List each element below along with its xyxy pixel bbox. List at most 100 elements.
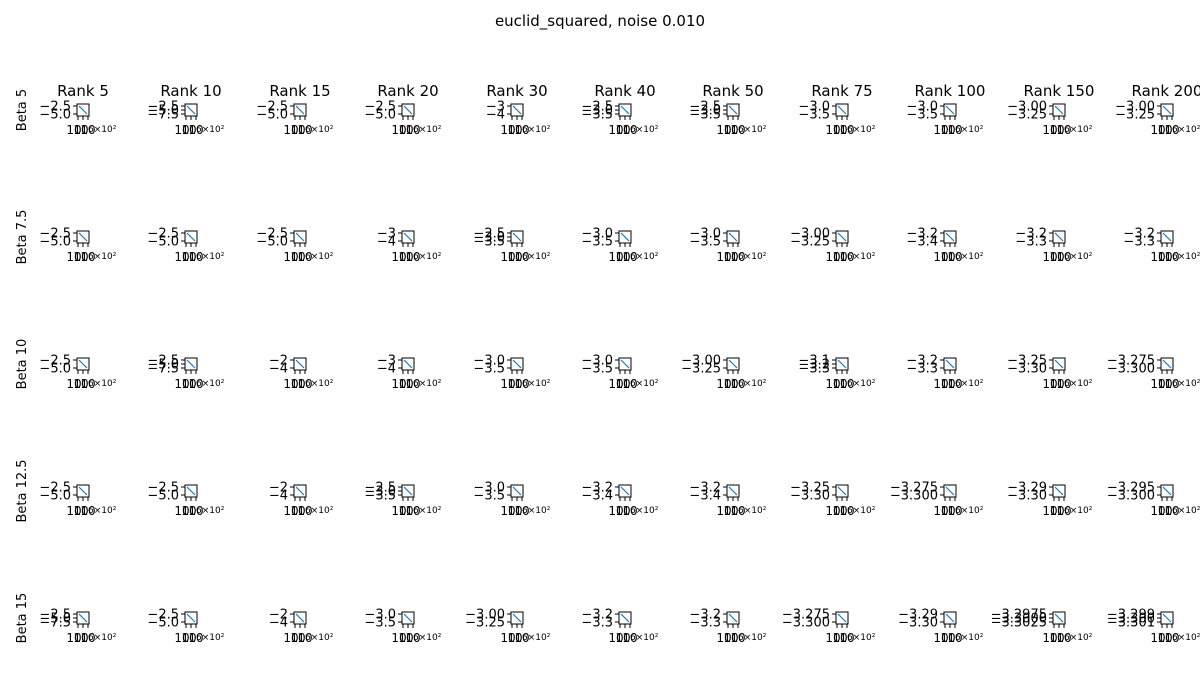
series-line: [186, 486, 196, 496]
x-tick-label: 10: [391, 377, 406, 391]
y-tick-label: −3.2: [798, 358, 830, 373]
x-tick-label: 10: [66, 250, 81, 264]
series-line: [945, 486, 955, 496]
x-tick-label: 10: [723, 504, 738, 518]
x-offset-label: 6×10²: [1172, 379, 1200, 389]
y-tick-label: −3.5: [364, 489, 396, 504]
series-line: [403, 359, 413, 369]
x-offset-label: 6×10²: [955, 379, 984, 389]
y-tick-label: −3.30: [1007, 489, 1047, 504]
y-tick-label: −2.5: [147, 608, 179, 623]
y-tick-label: −2.5: [147, 100, 179, 115]
x-tick-label: 10: [80, 123, 95, 137]
y-tick-label: −7.5: [147, 108, 179, 123]
x-tick-label: 10: [1049, 250, 1064, 264]
y-tick-label: −3.275: [782, 608, 830, 623]
x-offset-label: 6×10²: [847, 125, 876, 135]
x-tick-label: 10: [1164, 123, 1179, 137]
x-tick-label: 10: [1150, 631, 1165, 645]
series-line: [78, 613, 88, 623]
x-tick-label: 10: [290, 631, 305, 645]
y-tick-label: −3.5: [473, 235, 505, 250]
x-tick-label: 10: [398, 504, 413, 518]
x-tick-label: 10: [825, 504, 840, 518]
y-tick-label: −4: [377, 235, 396, 250]
y-tick-label: −4: [377, 362, 396, 377]
x-tick-label: 10: [615, 123, 630, 137]
y-tick-label: −3: [377, 354, 396, 369]
x-tick-label: 10: [283, 504, 298, 518]
series-line: [186, 232, 196, 242]
x-tick-label: 10: [839, 250, 854, 264]
series-line: [1162, 486, 1172, 496]
x-tick-label: 10: [825, 250, 840, 264]
x-offset-label: 6×10²: [847, 633, 876, 643]
x-tick-label: 10: [1042, 504, 1057, 518]
x-tick-label: 10: [723, 250, 738, 264]
y-tick-label: −3.2: [1015, 227, 1047, 242]
x-tick-label: 10: [1042, 250, 1057, 264]
series-line: [620, 486, 630, 496]
y-tick-label: −2: [269, 354, 288, 369]
y-tick-label: −5.0: [364, 108, 396, 123]
x-offset-label: 6×10²: [630, 633, 659, 643]
series-line: [620, 105, 630, 115]
y-tick-label: −3.00: [1115, 100, 1155, 115]
series-line: [945, 232, 955, 242]
x-tick-label: 10: [405, 123, 420, 137]
x-tick-label: 10: [608, 504, 623, 518]
y-tick-label: −3.5: [473, 362, 505, 377]
y-tick-label: −3.3: [1015, 235, 1047, 250]
x-tick-label: 10: [825, 377, 840, 391]
y-tick-label: −3.2: [906, 354, 938, 369]
series-line: [295, 359, 305, 369]
x-tick-label: 10: [1157, 377, 1172, 391]
x-tick-label: 10: [405, 250, 420, 264]
y-tick-label: −3.25: [681, 362, 721, 377]
series-line: [620, 359, 630, 369]
series-line: [837, 486, 847, 496]
x-tick-label: 10: [297, 631, 312, 645]
y-tick-label: −3.30: [1007, 362, 1047, 377]
x-tick-label: 10: [615, 504, 630, 518]
x-tick-label: 10: [73, 377, 88, 391]
x-tick-label: 10: [940, 504, 955, 518]
y-tick-label: −3.2: [581, 481, 613, 496]
y-tick-label: −3.2: [689, 481, 721, 496]
y-tick-label: −3.0: [689, 227, 721, 242]
y-tick-label: −3.2: [581, 608, 613, 623]
x-offset-label: 6×10²: [88, 633, 117, 643]
x-offset-label: 6×10²: [1064, 506, 1093, 516]
x-tick-label: 10: [188, 504, 203, 518]
x-offset-label: 6×10²: [1064, 633, 1093, 643]
x-tick-label: 10: [730, 504, 745, 518]
x-offset-label: 6×10²: [196, 506, 225, 516]
x-tick-label: 10: [832, 123, 847, 137]
x-offset-label: 6×10²: [1064, 252, 1093, 262]
x-tick-label: 10: [716, 123, 731, 137]
x-tick-label: 10: [1056, 250, 1071, 264]
y-tick-label: −3.3: [1123, 235, 1155, 250]
x-tick-label: 10: [188, 377, 203, 391]
subplot-grid: Rank 5 Rank 10 Rank 15 Rank 20 Rank 30 Rank 4…: [15, 82, 1200, 645]
x-tick-label: 10: [1157, 250, 1172, 264]
row-label: Beta 10: [15, 339, 30, 390]
series-line: [1054, 486, 1064, 496]
x-tick-label: 10: [66, 377, 81, 391]
y-tick-label: −3.4: [689, 489, 721, 504]
x-offset-label: 6×10²: [522, 252, 551, 262]
series-line: [186, 359, 196, 369]
y-tick-label: −3.5: [581, 235, 613, 250]
x-offset-label: 6×10²: [305, 252, 334, 262]
column-title: Rank 5: [57, 82, 109, 100]
y-tick-label: −3.25: [790, 235, 830, 250]
y-tick-label: −4: [269, 616, 288, 631]
y-tick-label: −5.0: [147, 235, 179, 250]
x-tick-label: 10: [947, 250, 962, 264]
x-tick-label: 10: [500, 377, 515, 391]
x-tick-label: 10: [398, 377, 413, 391]
column-title: Rank 40: [594, 82, 655, 100]
x-tick-label: 10: [507, 123, 522, 137]
y-tick-label: −2.5: [473, 227, 505, 242]
series-line: [78, 486, 88, 496]
